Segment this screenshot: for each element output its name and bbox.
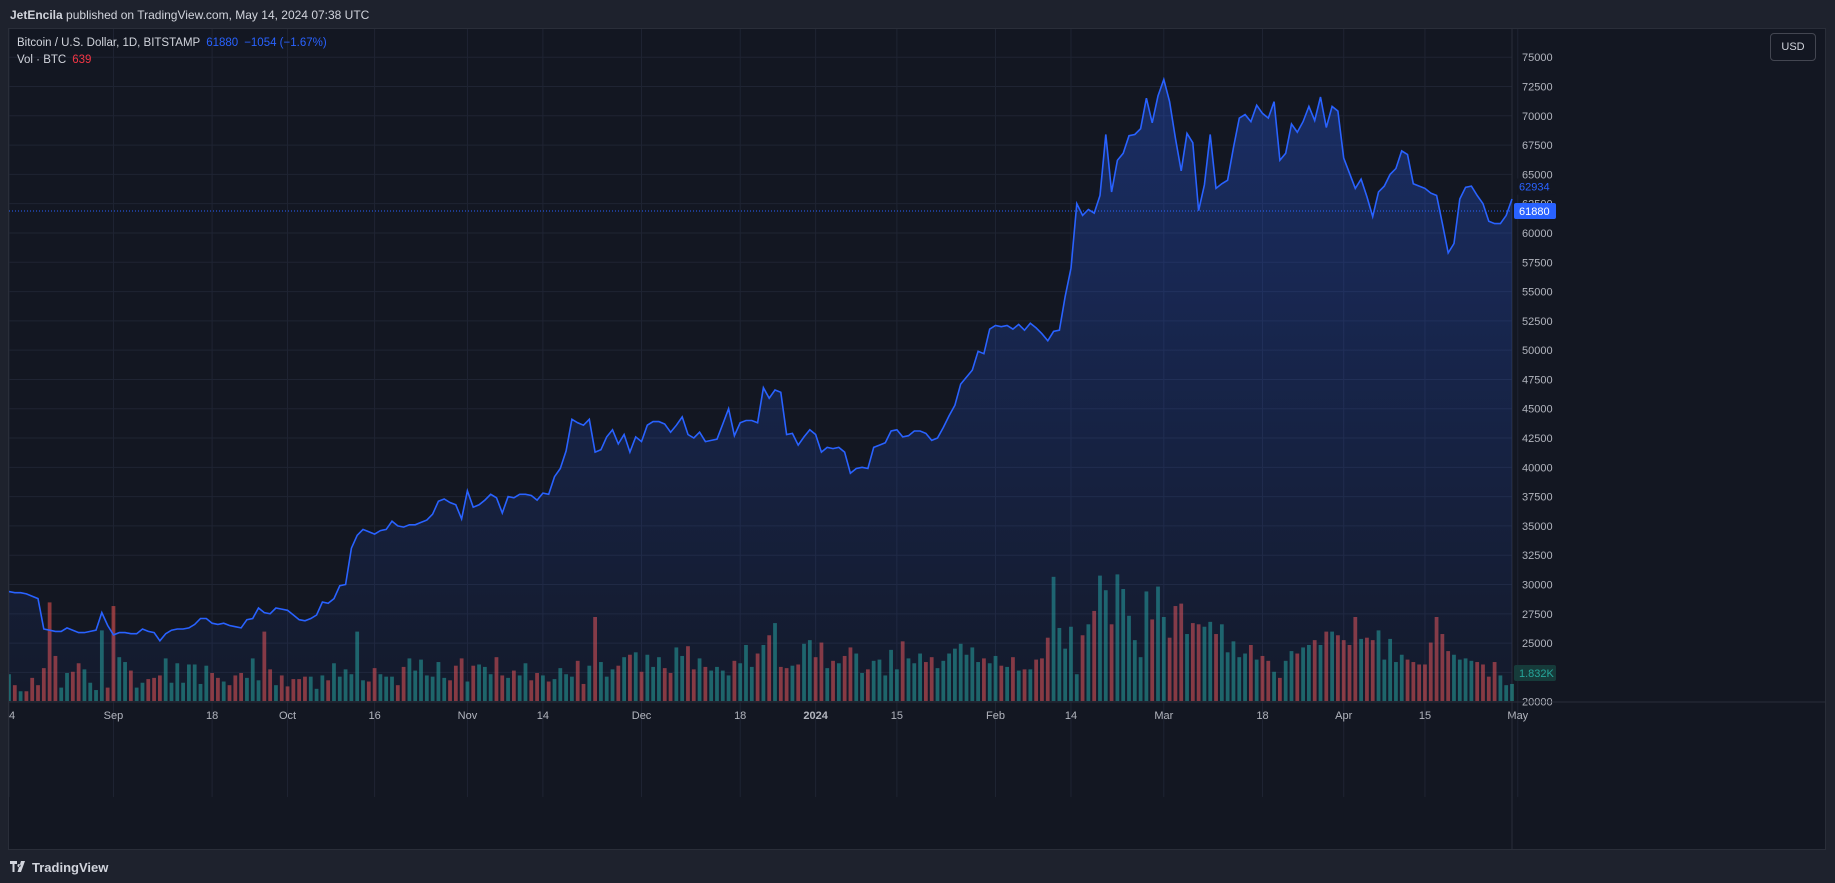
y-tick-label: 57500 bbox=[1522, 257, 1553, 269]
price-line[interactable] bbox=[9, 76, 1513, 643]
y-tick-label: 52500 bbox=[1522, 316, 1553, 328]
legend-symbol[interactable]: Bitcoin / U.S. Dollar, 1D, BITSTAMP bbox=[17, 37, 201, 49]
legend-last-price: 61880 bbox=[206, 37, 239, 49]
legend-change: −1054 (−1.67%) bbox=[244, 37, 327, 49]
y-tick-label: 30000 bbox=[1522, 580, 1553, 592]
publish-header: JetEncila published on TradingView.com, … bbox=[0, 0, 1835, 28]
x-tick-label: 16 bbox=[368, 710, 380, 722]
x-tick-label: 18 bbox=[206, 710, 218, 722]
x-tick-label: Apr bbox=[1335, 710, 1352, 722]
y-tick-label: 42500 bbox=[1522, 433, 1553, 445]
x-tick-label: Dec bbox=[632, 710, 652, 722]
price-area bbox=[9, 79, 1512, 701]
tradingview-brand[interactable]: TradingView bbox=[10, 860, 108, 875]
x-tick-label: 14 bbox=[9, 710, 15, 722]
line-value-label: 62934 bbox=[1519, 182, 1550, 194]
current-price-label-bg bbox=[1514, 202, 1556, 219]
y-tick-label: 25000 bbox=[1522, 638, 1553, 650]
y-tick-label: 70000 bbox=[1522, 111, 1553, 123]
x-tick-label: Feb bbox=[986, 710, 1005, 722]
volume-value-label-bg bbox=[1514, 665, 1556, 681]
current-price-label: 61880 bbox=[1519, 206, 1550, 218]
y-tick-label: 72500 bbox=[1522, 81, 1553, 93]
chart-pane[interactable]: 7500072500700006750065000625006000057500… bbox=[8, 28, 1826, 850]
x-tick-label: 2024 bbox=[803, 710, 828, 722]
price-chart[interactable]: 7500072500700006750065000625006000057500… bbox=[9, 29, 1826, 850]
x-tick-label: 14 bbox=[1065, 710, 1077, 722]
y-tick-label: 40000 bbox=[1522, 462, 1553, 474]
legend: Bitcoin / U.S. Dollar, 1D, BITSTAMP 61880… bbox=[17, 35, 333, 69]
line-value-label-bg bbox=[1514, 178, 1556, 195]
y-tick-label: 65000 bbox=[1522, 169, 1553, 181]
y-tick-label: 50000 bbox=[1522, 345, 1553, 357]
brand-name: TradingView bbox=[32, 860, 109, 875]
x-tick-label: 15 bbox=[891, 710, 903, 722]
tradingview-logo-icon bbox=[10, 860, 28, 875]
y-tick-label: 35000 bbox=[1522, 521, 1553, 533]
x-tick-label: Sep bbox=[104, 710, 124, 722]
x-tick-label: May bbox=[1507, 710, 1528, 722]
y-tick-label: 27500 bbox=[1522, 609, 1553, 621]
y-tick-label: 45000 bbox=[1522, 404, 1553, 416]
currency-button[interactable]: USD bbox=[1770, 33, 1816, 61]
legend-volume-label[interactable]: Vol · BTC bbox=[17, 54, 67, 66]
legend-volume-value: 639 bbox=[72, 54, 92, 66]
y-tick-label: 67500 bbox=[1522, 140, 1553, 152]
x-tick-label: 18 bbox=[1256, 710, 1268, 722]
x-tick-label: 15 bbox=[1419, 710, 1431, 722]
x-tick-label: 18 bbox=[734, 710, 746, 722]
y-tick-label: 20000 bbox=[1522, 697, 1553, 709]
publish-text: published on TradingView.com, May 14, 20… bbox=[66, 8, 370, 22]
x-tick-label: Nov bbox=[458, 710, 478, 722]
footer: TradingView bbox=[0, 852, 1835, 883]
author-name[interactable]: JetEncila bbox=[10, 8, 63, 22]
x-tick-label: Oct bbox=[279, 710, 296, 722]
y-tick-label: 55000 bbox=[1522, 287, 1553, 299]
y-tick-label: 32500 bbox=[1522, 550, 1553, 562]
x-tick-label: 14 bbox=[537, 710, 549, 722]
y-tick-label: 60000 bbox=[1522, 228, 1553, 240]
volume-value-label: 1.832K bbox=[1519, 668, 1555, 680]
y-tick-label: 37500 bbox=[1522, 492, 1553, 504]
y-tick-label: 75000 bbox=[1522, 52, 1553, 64]
publish-line: JetEncila published on TradingView.com, … bbox=[10, 8, 369, 22]
y-tick-label: 47500 bbox=[1522, 374, 1553, 386]
x-tick-label: Mar bbox=[1154, 710, 1173, 722]
